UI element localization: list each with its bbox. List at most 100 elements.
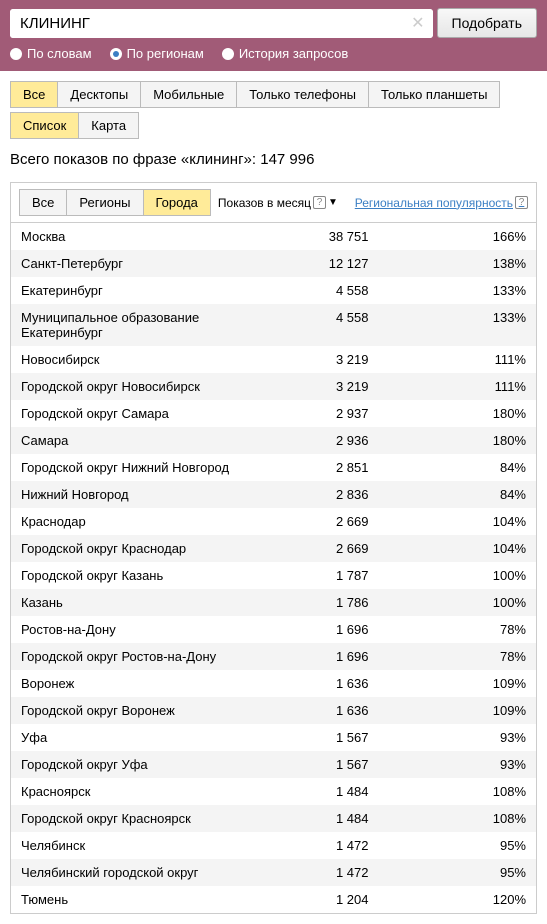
cell-impressions: 1 786	[247, 589, 378, 616]
cell-popularity: 111%	[379, 346, 537, 373]
cell-popularity: 180%	[379, 400, 537, 427]
data-table: Москва38 751166%Санкт-Петербург12 127138…	[11, 223, 536, 913]
cell-name: Челябинский городской округ	[11, 859, 247, 886]
cell-impressions: 1 696	[247, 643, 378, 670]
table-row: Екатеринбург4 558133%	[11, 277, 536, 304]
cell-name: Красноярск	[11, 778, 247, 805]
cell-impressions: 1 787	[247, 562, 378, 589]
cell-popularity: 109%	[379, 697, 537, 724]
cell-popularity: 100%	[379, 562, 537, 589]
cell-popularity: 104%	[379, 535, 537, 562]
table-row: Санкт-Петербург12 127138%	[11, 250, 536, 277]
table-row: Городской округ Воронеж1 636109%	[11, 697, 536, 724]
radio-label: По регионам	[127, 46, 204, 61]
tab-desktops[interactable]: Десктопы	[57, 81, 141, 108]
table-row: Городской округ Новосибирск3 219111%	[11, 373, 536, 400]
radio-row: По словам По регионам История запросов	[10, 46, 537, 61]
cell-name: Уфа	[11, 724, 247, 751]
cell-popularity: 95%	[379, 859, 537, 886]
filter-row: Все Регионы Города Показов в месяц ? ▼ Р…	[11, 183, 536, 223]
search-input-wrap: ✕	[10, 9, 433, 38]
cell-name: Казань	[11, 589, 247, 616]
results-table: Все Регионы Города Показов в месяц ? ▼ Р…	[10, 182, 537, 914]
col-label: Региональная популярность	[355, 196, 513, 210]
tab-all[interactable]: Все	[10, 81, 58, 108]
clear-icon[interactable]: ✕	[411, 13, 424, 33]
col-impressions[interactable]: Показов в месяц ? ▼	[218, 196, 338, 210]
filter-cities[interactable]: Города	[143, 189, 211, 216]
table-row: Тюмень1 204120%	[11, 886, 536, 913]
cell-name: Челябинск	[11, 832, 247, 859]
cell-popularity: 84%	[379, 481, 537, 508]
col-label: Показов в месяц	[218, 196, 311, 210]
cell-name: Нижний Новгород	[11, 481, 247, 508]
table-row: Городской округ Красноярск1 484108%	[11, 805, 536, 832]
cell-impressions: 2 836	[247, 481, 378, 508]
cell-impressions: 3 219	[247, 346, 378, 373]
col-popularity[interactable]: Региональная популярность ?	[355, 196, 528, 210]
table-row: Городской округ Казань1 787100%	[11, 562, 536, 589]
help-icon[interactable]: ?	[313, 196, 326, 209]
cell-impressions: 38 751	[247, 223, 378, 250]
radio-label: История запросов	[239, 46, 349, 61]
tab-map[interactable]: Карта	[78, 112, 139, 139]
table-row: Ростов-на-Дону1 69678%	[11, 616, 536, 643]
table-row: Уфа1 56793%	[11, 724, 536, 751]
cell-popularity: 78%	[379, 643, 537, 670]
cell-name: Самара	[11, 427, 247, 454]
help-icon[interactable]: ?	[515, 196, 528, 209]
tab-tablets[interactable]: Только планшеты	[368, 81, 500, 108]
cell-impressions: 2 937	[247, 400, 378, 427]
cell-impressions: 1 204	[247, 886, 378, 913]
cell-popularity: 84%	[379, 454, 537, 481]
cell-name: Городской округ Нижний Новгород	[11, 454, 247, 481]
tab-mobile[interactable]: Мобильные	[140, 81, 237, 108]
radio-by-words[interactable]: По словам	[10, 46, 92, 61]
filter-all[interactable]: Все	[19, 189, 67, 216]
table-row: Челябинск1 47295%	[11, 832, 536, 859]
view-tabs: Список Карта	[10, 112, 537, 139]
cell-popularity: 133%	[379, 277, 537, 304]
tab-phones[interactable]: Только телефоны	[236, 81, 369, 108]
cell-popularity: 180%	[379, 427, 537, 454]
cell-impressions: 1 472	[247, 832, 378, 859]
table-row: Городской округ Ростов-на-Дону1 69678%	[11, 643, 536, 670]
cell-name: Москва	[11, 223, 247, 250]
cell-impressions: 1 636	[247, 670, 378, 697]
filter-regions[interactable]: Регионы	[66, 189, 143, 216]
cell-impressions: 2 936	[247, 427, 378, 454]
tab-list[interactable]: Список	[10, 112, 79, 139]
cell-impressions: 2 669	[247, 535, 378, 562]
cell-impressions: 4 558	[247, 277, 378, 304]
cell-popularity: 108%	[379, 805, 537, 832]
cell-popularity: 108%	[379, 778, 537, 805]
cell-impressions: 1 484	[247, 805, 378, 832]
table-row: Городской округ Уфа1 56793%	[11, 751, 536, 778]
cell-name: Ростов-на-Дону	[11, 616, 247, 643]
cell-impressions: 4 558	[247, 304, 378, 346]
cell-impressions: 2 851	[247, 454, 378, 481]
cell-name: Воронеж	[11, 670, 247, 697]
search-input[interactable]	[10, 9, 433, 38]
cell-popularity: 104%	[379, 508, 537, 535]
cell-popularity: 109%	[379, 670, 537, 697]
submit-button[interactable]: Подобрать	[437, 8, 538, 38]
cell-impressions: 1 696	[247, 616, 378, 643]
table-row: Краснодар2 669104%	[11, 508, 536, 535]
cell-name: Городской округ Уфа	[11, 751, 247, 778]
radio-history[interactable]: История запросов	[222, 46, 349, 61]
cell-popularity: 95%	[379, 832, 537, 859]
table-row: Новосибирск3 219111%	[11, 346, 536, 373]
cell-name: Екатеринбург	[11, 277, 247, 304]
cell-impressions: 1 484	[247, 778, 378, 805]
cell-name: Новосибирск	[11, 346, 247, 373]
table-row: Муниципальное образование Екатеринбург4 …	[11, 304, 536, 346]
cell-impressions: 2 669	[247, 508, 378, 535]
radio-label: По словам	[27, 46, 92, 61]
table-row: Воронеж1 636109%	[11, 670, 536, 697]
radio-by-regions[interactable]: По регионам	[110, 46, 204, 61]
cell-popularity: 78%	[379, 616, 537, 643]
cell-name: Городской округ Новосибирск	[11, 373, 247, 400]
table-row: Городской округ Краснодар2 669104%	[11, 535, 536, 562]
device-tabs: Все Десктопы Мобильные Только телефоны Т…	[10, 81, 537, 108]
